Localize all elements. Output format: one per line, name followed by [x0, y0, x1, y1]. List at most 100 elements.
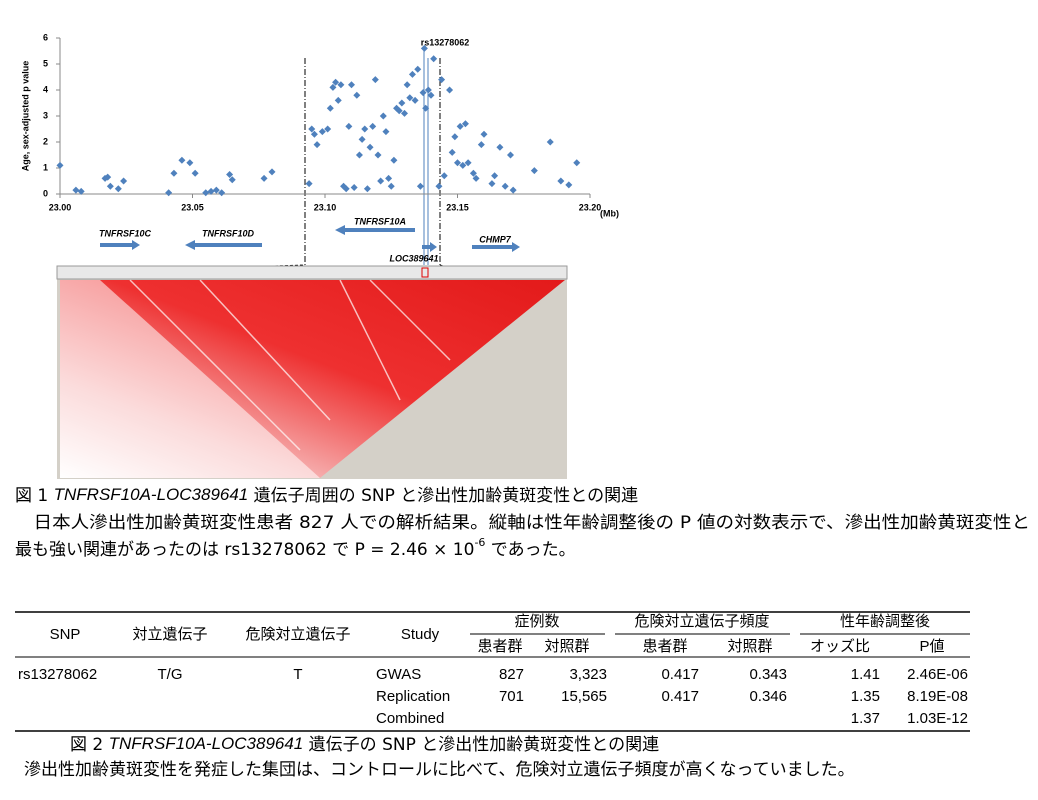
point	[56, 161, 64, 169]
point	[313, 141, 321, 149]
point	[207, 187, 215, 195]
table-cell: 3,323	[569, 666, 607, 683]
point	[427, 91, 435, 99]
y-axis-label: Age, sex-adjusted p value	[20, 61, 30, 172]
table-subheader: 対照群	[727, 638, 772, 655]
point	[387, 182, 395, 190]
point	[332, 78, 340, 86]
point	[430, 55, 438, 63]
point	[377, 177, 385, 185]
point	[202, 189, 210, 197]
point	[342, 185, 350, 193]
point	[440, 172, 448, 180]
figure1-caption: 図 1 TNFRSF10A-LOC389641 遺伝子周囲の SNP と滲出性加…	[15, 485, 638, 506]
point	[212, 186, 220, 194]
ld-heatmap	[56, 265, 568, 479]
point	[472, 174, 480, 182]
point	[77, 187, 85, 195]
figure2-caption: 図 2 TNFRSF10A-LOC389641 遺伝子の SNP と滲出性加齢黄…	[70, 734, 659, 755]
table-subheader: 患者群	[477, 638, 522, 655]
table-cell: 1.03E-12	[907, 710, 968, 727]
point	[186, 159, 194, 167]
table-cell: T/G	[158, 666, 183, 683]
table-group-header: 危険対立遺伝子頻度	[634, 613, 769, 630]
point	[446, 86, 454, 94]
chart: (Mb) Age, sex-adjusted p value rs1327806…	[20, 32, 619, 218]
table-group-header: 症例数	[514, 613, 559, 630]
point	[358, 135, 366, 143]
point	[477, 141, 485, 149]
point	[324, 125, 332, 133]
y-tick-label: 2	[43, 136, 48, 146]
point	[363, 185, 371, 193]
point	[420, 44, 428, 52]
point	[390, 156, 398, 164]
point	[226, 171, 234, 178]
point	[379, 112, 387, 120]
point	[228, 176, 236, 184]
table-cell: Replication	[376, 688, 450, 705]
figure1-text: 最も強い関連があったのは rs13278062 で P = 2.46 × 10-…	[15, 536, 576, 560]
table-group-header: 性年齢調整後	[840, 613, 930, 630]
point	[401, 109, 408, 117]
table-cell: 1.37	[851, 710, 880, 727]
point	[329, 83, 337, 91]
table-header: Study	[401, 626, 440, 643]
point	[120, 177, 128, 185]
point	[178, 156, 186, 164]
table-header: SNP	[50, 626, 81, 643]
point	[480, 130, 488, 138]
x-tick-label: 23.05	[181, 202, 204, 212]
table-cell: 2.46E-06	[907, 666, 968, 683]
point	[509, 186, 517, 194]
point	[218, 189, 226, 197]
point	[414, 65, 422, 73]
point	[565, 181, 573, 189]
table-subheader: P値	[919, 638, 944, 655]
point	[464, 159, 472, 167]
point	[435, 182, 443, 190]
point	[395, 107, 403, 115]
point	[366, 143, 374, 151]
point	[491, 172, 499, 180]
point	[326, 104, 334, 112]
gene-label: TNFRSF10A	[354, 216, 406, 226]
point	[416, 182, 424, 190]
point	[448, 148, 456, 156]
x-axis-label: (Mb)	[600, 208, 619, 218]
table-header: 対立遺伝子	[132, 626, 207, 643]
point	[268, 168, 276, 176]
table-cell: 0.343	[749, 666, 787, 683]
point	[382, 128, 390, 136]
table-cell: T	[293, 666, 302, 683]
annotation: rs13278062	[421, 37, 470, 47]
y-tick-label: 5	[43, 58, 48, 68]
point	[507, 151, 514, 159]
point	[318, 128, 326, 136]
point	[361, 125, 369, 133]
table-cell: GWAS	[376, 666, 421, 683]
table-cell: 8.19E-08	[907, 688, 968, 705]
y-tick-label: 0	[43, 188, 48, 198]
point	[310, 130, 318, 138]
gene-label: TNFRSF10C	[99, 228, 152, 238]
point	[114, 185, 122, 193]
point	[191, 169, 199, 177]
point	[170, 169, 178, 177]
y-tick-label: 6	[43, 32, 48, 42]
x-tick-label: 23.00	[49, 202, 72, 212]
point	[106, 182, 114, 190]
point	[454, 159, 461, 167]
table-cell: 827	[499, 666, 524, 683]
point	[573, 159, 581, 167]
gene-label: TNFRSF10D	[202, 228, 255, 238]
point	[488, 180, 496, 188]
table-cell: 0.417	[661, 688, 699, 705]
point	[557, 177, 565, 185]
point	[369, 122, 377, 130]
gene-label: LOC389641	[389, 253, 438, 263]
gene-label: CHMP7	[479, 234, 511, 244]
point	[424, 86, 432, 94]
point	[456, 122, 464, 130]
